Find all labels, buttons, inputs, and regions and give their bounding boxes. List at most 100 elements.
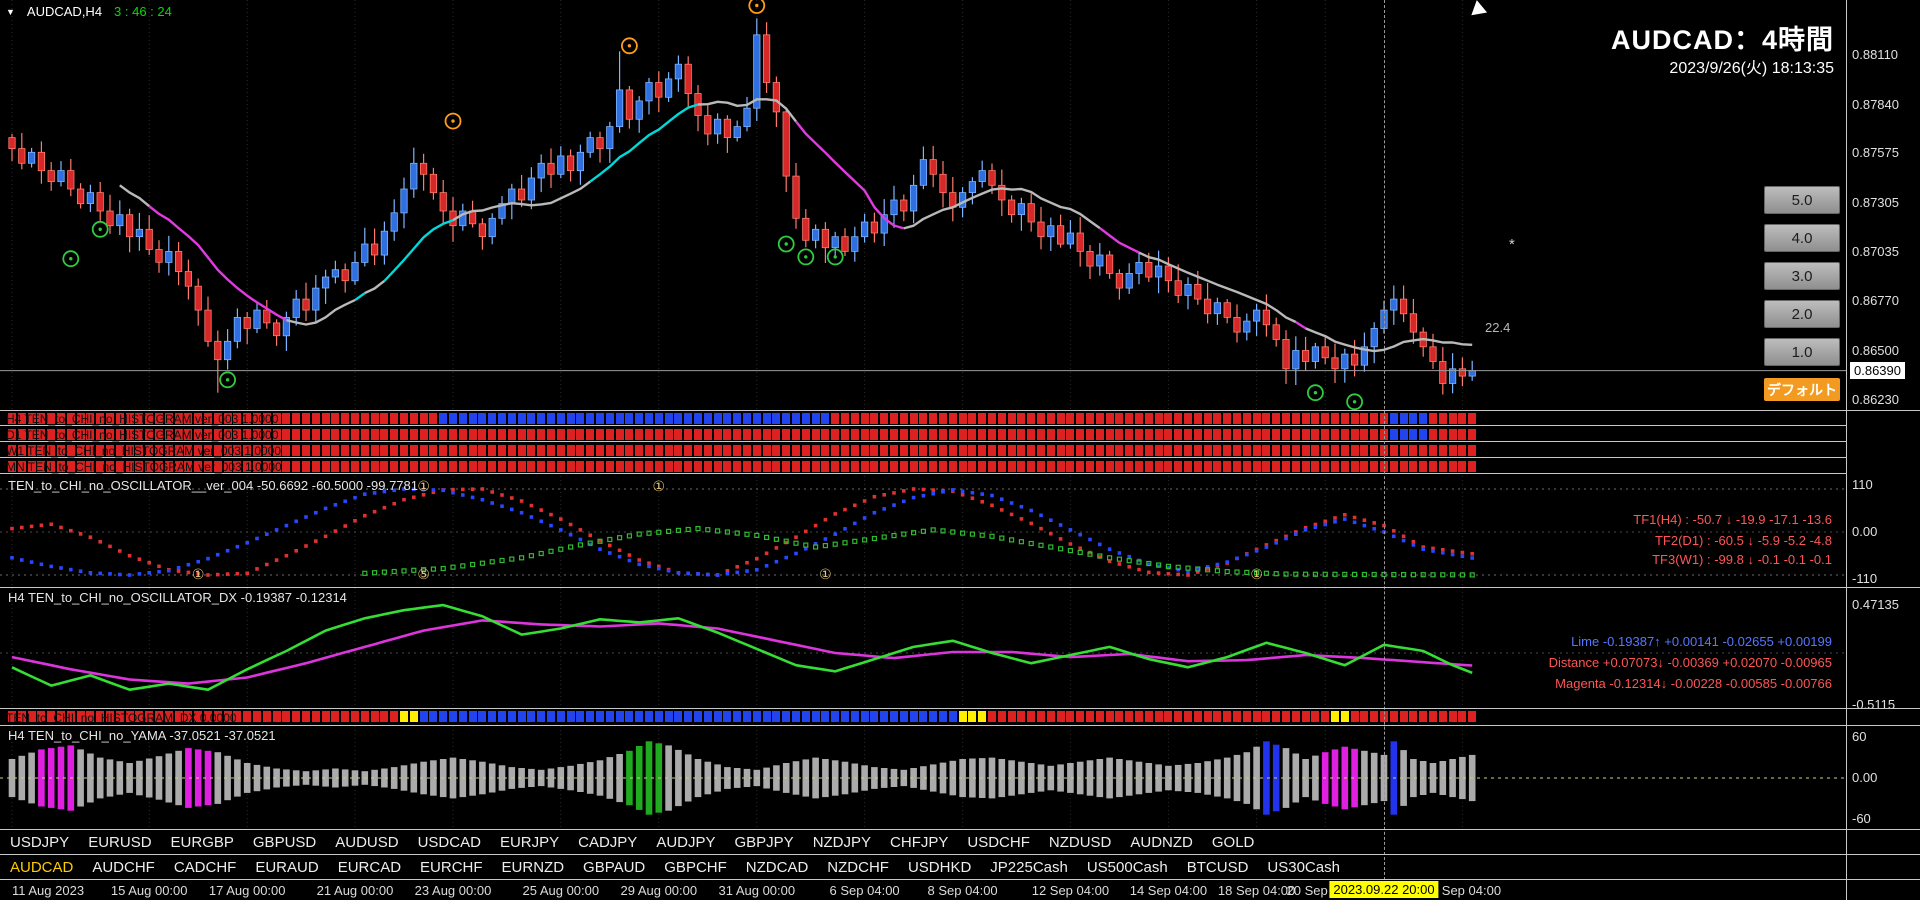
histogram-cell — [223, 461, 232, 472]
scale-label: 0.86230 — [1852, 392, 1899, 407]
histogram-cell — [370, 711, 379, 722]
symbol-tab-eurcad[interactable]: EURCAD — [337, 858, 402, 876]
histogram-cell — [958, 413, 967, 424]
histogram-cell — [1419, 445, 1428, 456]
symbol-tab-gbpusd[interactable]: GBPUSD — [252, 833, 317, 851]
histogram-cell — [929, 445, 938, 456]
histogram-cell — [978, 461, 987, 472]
histogram-cell — [841, 711, 849, 722]
histogram-cell — [899, 413, 908, 424]
histogram-cell — [821, 413, 830, 424]
histogram-cell — [909, 461, 918, 472]
chart-symbol-bar: ▼ AUDCAD,H4 3 : 46 : 24 — [6, 4, 172, 19]
symbol-tab-nzdjpy[interactable]: NZDJPY — [812, 833, 872, 851]
symbol-tab-usdhkd[interactable]: USDHKD — [907, 858, 972, 876]
symbol-tab-jp225cash[interactable]: JP225Cash — [990, 858, 1068, 876]
histogram-cell — [684, 413, 693, 424]
histogram-cell — [155, 445, 163, 456]
histogram-cell — [1252, 413, 1261, 424]
histogram-cell — [1086, 711, 1094, 722]
symbol-tab-gbpchf[interactable]: GBPCHF — [664, 858, 727, 876]
zoom-button-1-0[interactable]: 1.0 — [1764, 338, 1840, 366]
symbol-tab-audnzd[interactable]: AUDNZD — [1130, 833, 1193, 851]
histogram-cell — [1233, 461, 1241, 472]
histogram-cell — [1409, 413, 1418, 424]
symbol-tab-nzdcad[interactable]: NZDCAD — [745, 858, 809, 876]
histogram-cell — [390, 445, 399, 456]
histogram-cell — [1027, 413, 1036, 424]
strip-label-w1: W1 TEN_to_CHI_no_HISTOGRAM ver_003 1.000… — [6, 444, 282, 458]
time-axis-label: 18 Sep 04:00 — [1217, 883, 1296, 898]
histogram-cell — [96, 429, 105, 440]
symbol-tab-gbpjpy[interactable]: GBPJPY — [734, 833, 794, 851]
zoom-button-3-0[interactable]: 3.0 — [1764, 262, 1840, 290]
histogram-cell — [939, 413, 947, 424]
oscillator-canvas[interactable]: ① ① ① ⑤ ① ① — [0, 476, 1846, 587]
histogram-cell — [76, 413, 85, 424]
histogram-cell — [1399, 461, 1408, 472]
symbol-tab-euraud[interactable]: EURAUD — [255, 858, 319, 876]
histogram-cell — [194, 445, 203, 456]
symbol-tab-usdjpy[interactable]: USDJPY — [10, 833, 70, 851]
histogram-cell — [645, 413, 653, 424]
zoom-button-2-0[interactable]: 2.0 — [1764, 300, 1840, 328]
symbol-tab-usdcad[interactable]: USDCAD — [417, 833, 481, 851]
symbol-tab-audchf[interactable]: AUDCHF — [92, 858, 155, 876]
histogram-cell — [1360, 711, 1369, 722]
histogram-cell — [1174, 413, 1183, 424]
symbol-tab-eurjpy[interactable]: EURJPY — [499, 833, 560, 851]
histogram-cell — [1272, 445, 1281, 456]
symbol-tab-us30cash[interactable]: US30Cash — [1267, 858, 1340, 876]
yama-canvas[interactable] — [0, 726, 1846, 829]
histogram-cell — [909, 413, 918, 424]
histogram-cell — [302, 413, 310, 424]
histogram-cell — [213, 711, 222, 722]
histogram-cell — [1203, 413, 1212, 424]
symbol-tab-eurusd[interactable]: EURUSD — [88, 833, 152, 851]
symbol-tab-audjpy[interactable]: AUDJPY — [656, 833, 716, 851]
zoom-button-5-0[interactable]: 5.0 — [1764, 186, 1840, 214]
symbol-tab-nzdusd[interactable]: NZDUSD — [1048, 833, 1112, 851]
symbol-tab-audusd[interactable]: AUDUSD — [335, 833, 399, 851]
histogram-cell — [890, 711, 898, 722]
histogram-cell — [419, 445, 428, 456]
histogram-cell — [1135, 461, 1143, 472]
histogram-cell — [1389, 413, 1398, 424]
candlestick-chart-canvas[interactable] — [0, 0, 1846, 410]
symbol-tab-eurgbp[interactable]: EURGBP — [170, 833, 234, 851]
histogram-cell — [674, 445, 683, 456]
chevron-down-icon[interactable]: ▼ — [6, 6, 15, 17]
histogram-cell — [106, 429, 114, 440]
symbol-tab-cadjpy[interactable]: CADJPY — [578, 833, 638, 851]
histogram-cell — [801, 445, 810, 456]
histogram-cell — [694, 445, 702, 456]
symbol-tab-eurchf[interactable]: EURCHF — [420, 858, 483, 876]
symbol-tab-us500cash[interactable]: US500Cash — [1086, 858, 1168, 876]
histogram-cell — [76, 461, 85, 472]
symbol-tab-gbpaud[interactable]: GBPAUD — [583, 858, 646, 876]
histogram-cell — [311, 461, 320, 472]
default-button[interactable]: デフォルト — [1764, 378, 1840, 401]
histogram-cell — [478, 429, 487, 440]
distance-label: 22.4 — [1485, 320, 1511, 335]
symbol-tab-btcusd[interactable]: BTCUSD — [1186, 858, 1249, 876]
symbol-tab-gold[interactable]: GOLD — [1211, 833, 1255, 851]
histogram-cell — [351, 711, 359, 722]
histogram-cell — [1174, 445, 1183, 456]
symbol-tab-cadchf[interactable]: CADCHF — [173, 858, 237, 876]
symbol-tab-chfjpy[interactable]: CHFJPY — [890, 833, 949, 851]
histogram-cell — [1321, 413, 1330, 424]
oscillator-dx-canvas[interactable] — [0, 588, 1846, 708]
symbol-tab-eurnzd[interactable]: EURNZD — [501, 858, 565, 876]
histogram-cell — [360, 445, 369, 456]
histogram-cell — [1438, 461, 1447, 472]
histogram-cell — [890, 445, 898, 456]
histogram-cell — [37, 445, 46, 456]
symbol-tab-nzdchf[interactable]: NZDCHF — [827, 858, 889, 876]
histogram-cell — [860, 429, 869, 440]
histogram-cell — [762, 711, 771, 722]
histogram-cell — [370, 429, 379, 440]
symbol-tab-usdchf[interactable]: USDCHF — [967, 833, 1030, 851]
symbol-tab-audcad[interactable]: AUDCAD — [10, 858, 74, 876]
zoom-button-4-0[interactable]: 4.0 — [1764, 224, 1840, 252]
